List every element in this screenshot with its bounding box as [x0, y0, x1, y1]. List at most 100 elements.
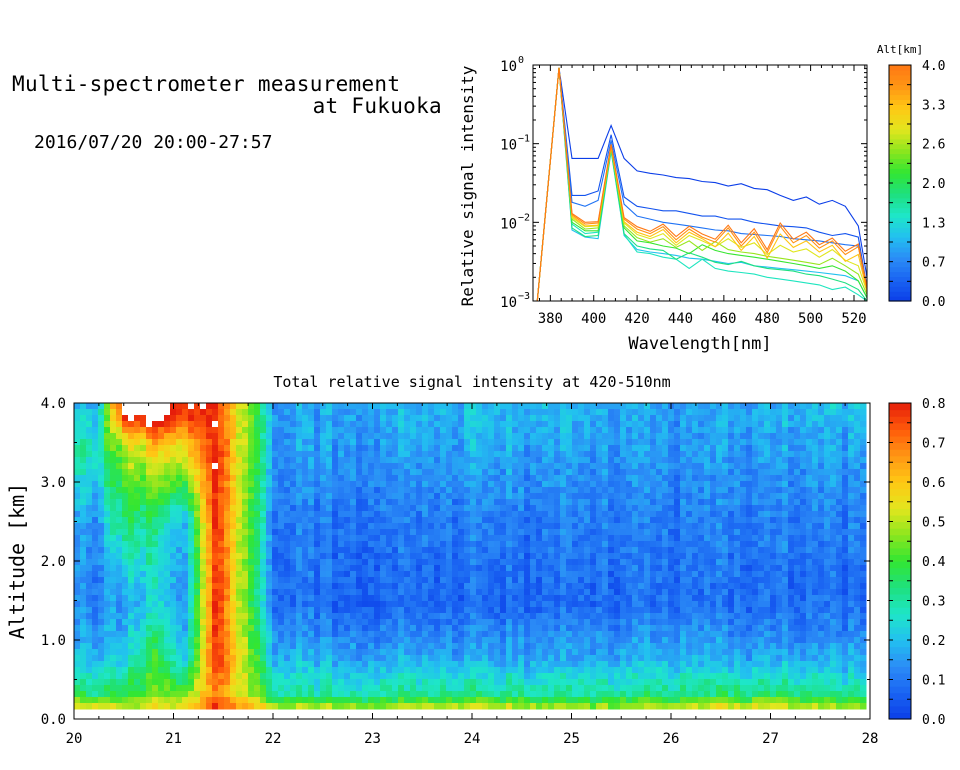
heatmap-cell: [614, 685, 621, 692]
heatmap-cell: [284, 463, 291, 470]
heatmap-cell: [656, 595, 663, 602]
heatmap-cell: [296, 697, 303, 704]
heatmap-cell: [74, 595, 81, 602]
heatmap-cell: [122, 547, 129, 554]
heatmap-cell: [650, 493, 657, 500]
heatmap-cell: [644, 601, 651, 608]
heatmap-cell: [644, 487, 651, 494]
heatmap-cell: [548, 541, 555, 548]
heatmap-cell: [560, 601, 567, 608]
heatmap-cell: [248, 583, 255, 590]
heatmap-cell: [176, 613, 183, 620]
heatmap-cell: [500, 589, 507, 596]
heatmap-cell: [182, 445, 189, 452]
heatmap-cell: [236, 517, 243, 524]
heatmap-cell: [110, 691, 117, 698]
heatmap-cell: [296, 409, 303, 416]
heatmap-cell: [206, 637, 213, 644]
heatmap-cell: [596, 505, 603, 512]
heatmap-cell: [386, 691, 393, 698]
heatmap-cell: [584, 595, 591, 602]
heatmap-cell: [404, 535, 411, 542]
heatmap-cell: [614, 661, 621, 668]
heatmap-cell: [530, 697, 537, 704]
heatmap-cell: [644, 643, 651, 650]
heatmap-cell: [608, 541, 615, 548]
heatmap-cell: [596, 445, 603, 452]
heatmap-cell: [632, 529, 639, 536]
heatmap-cell: [416, 535, 423, 542]
heatmap-cell: [356, 403, 363, 410]
heatmap-cell: [494, 583, 501, 590]
heatmap-cell: [314, 439, 321, 446]
heatmap-cell: [116, 559, 123, 566]
heatmap-cell: [134, 691, 141, 698]
heatmap-cell: [152, 571, 159, 578]
heatmap-cell: [422, 685, 429, 692]
heatmap-cell: [350, 577, 357, 584]
heatmap-cell: [536, 589, 543, 596]
heatmap-cell: [638, 685, 645, 692]
heatmap-cell: [506, 571, 513, 578]
heatmap-cell: [602, 547, 609, 554]
heatmap-cell: [380, 589, 387, 596]
heatmap-cell: [110, 451, 117, 458]
heatmap-cell: [206, 703, 213, 710]
heatmap-cell: [638, 655, 645, 662]
heatmap-cell: [182, 529, 189, 536]
heatmap-cell: [278, 529, 285, 536]
heatmap-cell: [608, 703, 615, 710]
heatmap-cell: [554, 649, 561, 656]
heatmap-cell: [638, 673, 645, 680]
heatmap-cell: [422, 607, 429, 614]
heatmap-cell: [350, 685, 357, 692]
heatmap-cell: [482, 511, 489, 518]
heatmap-cell: [230, 547, 237, 554]
heatmap-cell: [176, 463, 183, 470]
heatmap-cell: [500, 457, 507, 464]
heatmap-cell: [524, 583, 531, 590]
heatmap-cell: [74, 535, 81, 542]
heatmap-cell: [476, 655, 483, 662]
heatmap-cell: [134, 631, 141, 638]
heatmap-cell: [566, 607, 573, 614]
heatmap-cell: [146, 409, 153, 416]
heatmap-cell: [464, 601, 471, 608]
heatmap-cell: [542, 451, 549, 458]
heatmap-cell: [170, 415, 177, 422]
heatmap-cell: [212, 607, 219, 614]
heatmap-cell: [158, 625, 165, 632]
heatmap-cell: [554, 415, 561, 422]
heatmap-cell: [614, 631, 621, 638]
heatmap-cell: [656, 493, 663, 500]
heatmap-cell: [584, 469, 591, 476]
heatmap-cell: [440, 403, 447, 410]
heatmap-cell: [350, 691, 357, 698]
heatmap-cell: [434, 625, 441, 632]
heatmap-cell: [470, 667, 477, 674]
heatmap-cell: [632, 589, 639, 596]
heatmap-cell: [590, 583, 597, 590]
heatmap-cell: [302, 661, 309, 668]
heatmap-cell: [194, 667, 201, 674]
heatmap-cell: [284, 457, 291, 464]
heatmap-cell: [548, 685, 555, 692]
heatmap-cell: [182, 667, 189, 674]
heatmap-cell: [308, 577, 315, 584]
heatmap-cell: [350, 403, 357, 410]
heatmap-cell: [314, 487, 321, 494]
heatmap-cell: [326, 589, 333, 596]
heatmap-cell: [506, 607, 513, 614]
heatmap-cell: [164, 553, 171, 560]
heatmap-cell: [524, 505, 531, 512]
heatmap-cell: [248, 667, 255, 674]
heatmap-cell: [572, 679, 579, 686]
heatmap-cell: [374, 595, 381, 602]
heatmap-cell: [212, 703, 219, 710]
heatmap-cell: [632, 511, 639, 518]
heatmap-cell: [272, 649, 279, 656]
heatmap-cell: [116, 673, 123, 680]
heatmap-cell: [644, 625, 651, 632]
heatmap-cell: [596, 475, 603, 482]
heatmap-cell: [446, 487, 453, 494]
